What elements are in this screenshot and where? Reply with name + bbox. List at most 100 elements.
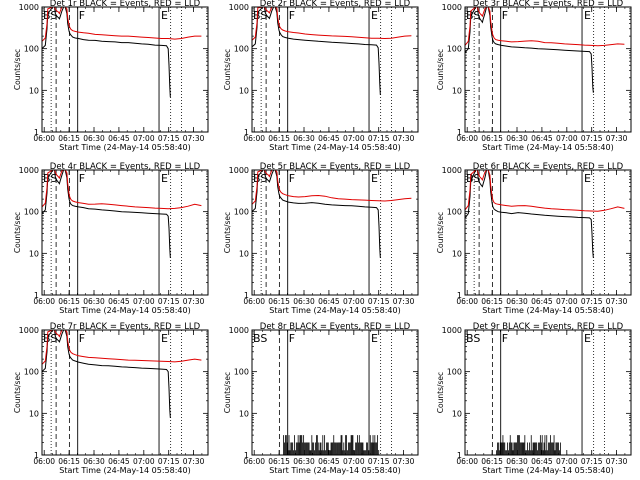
y-tick-label: 100 bbox=[447, 368, 462, 377]
x-tick-label: 07:15 bbox=[581, 134, 603, 143]
y-tick-label: 100 bbox=[234, 208, 249, 217]
chart-title: Det 1r BLACK = Events, RED = LLD bbox=[50, 0, 201, 9]
x-tick-label: 07:30 bbox=[393, 134, 415, 143]
x-tick-label: 06:15 bbox=[481, 457, 503, 466]
x-tick-label: 07:00 bbox=[556, 134, 578, 143]
y-tick-label: 10 bbox=[29, 86, 39, 95]
y-axis-label: Counts/sec bbox=[436, 372, 445, 413]
x-tick-label: 06:00 bbox=[33, 134, 55, 143]
x-tick-label: 06:30 bbox=[506, 457, 528, 466]
x-tick-label: 06:15 bbox=[481, 134, 503, 143]
x-tick-label: 07:15 bbox=[368, 297, 390, 306]
x-tick-label: 07:30 bbox=[183, 134, 205, 143]
plot-frame bbox=[464, 6, 632, 133]
y-tick-label: 10 bbox=[452, 249, 462, 258]
marker-label-bs: BS bbox=[466, 172, 480, 185]
x-tick-label: 07:30 bbox=[183, 457, 205, 466]
x-tick-label: 07:30 bbox=[393, 297, 415, 306]
x-tick-label: 06:30 bbox=[83, 457, 105, 466]
y-tick-label: 1000 bbox=[19, 166, 39, 175]
marker-label-bs: BS bbox=[466, 9, 480, 22]
series-group bbox=[252, 7, 412, 95]
chart-panel-2: Det 2r BLACK = Events, RED = LLD 1 10 100 10… bbox=[223, 0, 419, 152]
marker-label-f: F bbox=[79, 9, 85, 22]
y-tick-label: 1 bbox=[244, 128, 249, 137]
x-tick-label: 06:15 bbox=[268, 297, 290, 306]
x-tick-label: 06:45 bbox=[108, 457, 130, 466]
marker-label-bs: BS bbox=[253, 9, 267, 22]
y-axis-label: Counts/sec bbox=[13, 212, 22, 253]
x-tick-label: 06:45 bbox=[108, 297, 130, 306]
chart-title: Det 2r BLACK = Events, RED = LLD bbox=[260, 0, 411, 9]
x-tick-label: 06:15 bbox=[58, 457, 80, 466]
series-lld bbox=[42, 330, 202, 365]
x-tick-label: 06:45 bbox=[318, 457, 340, 466]
x-tick-label: 07:30 bbox=[606, 297, 628, 306]
marker-label-f: F bbox=[502, 332, 508, 345]
series-lld bbox=[42, 7, 202, 42]
marker-label-e: E bbox=[371, 332, 378, 345]
y-tick-label: 10 bbox=[452, 86, 462, 95]
x-tick-label: 07:15 bbox=[368, 457, 390, 466]
marker-label-f: F bbox=[79, 172, 85, 185]
marker-label-e: E bbox=[584, 332, 591, 345]
y-tick-label: 100 bbox=[24, 208, 39, 217]
x-tick-label: 06:00 bbox=[243, 297, 265, 306]
y-axis-label: Counts/sec bbox=[436, 212, 445, 253]
marker-label-bs: BS bbox=[253, 332, 267, 345]
x-tick-label: 06:45 bbox=[531, 457, 553, 466]
x-tick-label: 06:30 bbox=[506, 297, 528, 306]
series-events bbox=[42, 330, 171, 418]
chart-title: Det 8r BLACK = Events, RED = LLD bbox=[260, 322, 411, 332]
chart-panel-5: Det 5r BLACK = Events, RED = LLD 1 10 100 10… bbox=[223, 162, 419, 315]
x-tick-label: 06:00 bbox=[456, 134, 478, 143]
series-group bbox=[465, 170, 625, 258]
series-group bbox=[496, 435, 561, 455]
x-tick-label: 07:30 bbox=[183, 297, 205, 306]
x-tick-label: 07:15 bbox=[368, 134, 390, 143]
plot-frame bbox=[41, 169, 209, 296]
marker-label-f: F bbox=[502, 9, 508, 22]
x-tick-label: 06:15 bbox=[268, 134, 290, 143]
chart-title: Det 9r BLACK = Events, RED = LLD bbox=[473, 322, 624, 332]
x-tick-label: 06:00 bbox=[33, 297, 55, 306]
plot-frame bbox=[464, 169, 632, 296]
x-tick-label: 07:30 bbox=[606, 134, 628, 143]
series-events bbox=[465, 7, 594, 93]
chart-panel-4: Det 4r BLACK = Events, RED = LLD 1 10 100 10… bbox=[13, 162, 209, 315]
series-group bbox=[252, 170, 412, 258]
plot-frame bbox=[251, 169, 419, 296]
y-axis-label: Counts/sec bbox=[13, 49, 22, 90]
marker-label-f: F bbox=[289, 9, 295, 22]
y-tick-label: 1 bbox=[457, 451, 462, 460]
plot-frame bbox=[251, 6, 419, 133]
chart-panel-7: Det 7r BLACK = Events, RED = LLD 1 10 100 10… bbox=[13, 322, 209, 475]
y-tick-label: 1 bbox=[244, 451, 249, 460]
y-tick-label: 1000 bbox=[442, 326, 462, 335]
series-group bbox=[465, 7, 625, 93]
x-tick-label: 06:00 bbox=[456, 457, 478, 466]
x-axis-label: Start Time (24-May-14 05:58:40) bbox=[269, 143, 400, 152]
x-axis-label: Start Time (24-May-14 05:58:40) bbox=[59, 143, 190, 152]
marker-label-bs: BS bbox=[253, 172, 267, 185]
chart-panel-6: Det 6r BLACK = Events, RED = LLD 1 10 100 10… bbox=[436, 162, 632, 315]
marker-label-e: E bbox=[161, 332, 168, 345]
y-tick-label: 100 bbox=[234, 368, 249, 377]
y-tick-label: 100 bbox=[24, 45, 39, 54]
x-tick-label: 06:00 bbox=[243, 457, 265, 466]
marker-label-f: F bbox=[289, 172, 295, 185]
y-tick-label: 1000 bbox=[229, 326, 249, 335]
series-events bbox=[252, 7, 381, 95]
x-tick-label: 07:30 bbox=[606, 457, 628, 466]
marker-label-f: F bbox=[502, 172, 508, 185]
series-group bbox=[42, 330, 202, 418]
y-tick-label: 1000 bbox=[442, 3, 462, 12]
marker-label-e: E bbox=[584, 172, 591, 185]
y-tick-label: 1 bbox=[457, 291, 462, 300]
series-events bbox=[42, 170, 171, 258]
x-tick-label: 06:15 bbox=[481, 297, 503, 306]
marker-label-f: F bbox=[289, 332, 295, 345]
y-tick-label: 1 bbox=[34, 291, 39, 300]
plot-frame bbox=[41, 329, 209, 456]
x-tick-label: 07:00 bbox=[556, 297, 578, 306]
